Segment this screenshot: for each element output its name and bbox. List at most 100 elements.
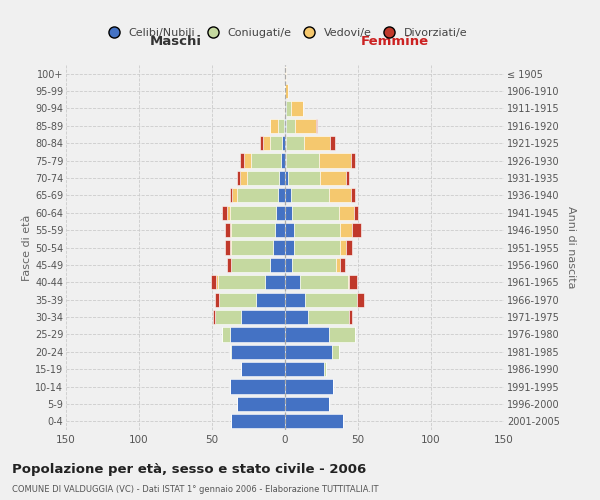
Bar <box>285 154 286 168</box>
Bar <box>350 188 355 202</box>
Bar <box>291 102 302 116</box>
Bar <box>348 275 349 289</box>
Bar <box>284 84 285 98</box>
Bar <box>285 102 286 116</box>
Bar <box>265 275 285 289</box>
Bar <box>332 344 339 359</box>
Bar <box>285 84 288 98</box>
Bar <box>286 102 291 116</box>
Legend: Celibi/Nubili, Coniugati/e, Vedovi/e, Divorziati/e: Celibi/Nubili, Coniugati/e, Vedovi/e, Di… <box>98 23 472 42</box>
Bar <box>218 275 265 289</box>
Y-axis label: Anni di nascita: Anni di nascita <box>566 206 577 289</box>
Bar <box>215 310 241 324</box>
Bar <box>230 206 276 220</box>
Bar <box>284 102 285 116</box>
Bar <box>329 328 355 342</box>
Bar <box>291 188 329 202</box>
Bar <box>240 171 247 185</box>
Bar <box>285 188 291 202</box>
Bar <box>231 240 274 254</box>
Bar <box>284 118 285 133</box>
Bar <box>288 171 320 185</box>
Bar <box>285 380 333 394</box>
Bar <box>285 414 343 428</box>
Bar <box>285 66 286 81</box>
Bar <box>256 292 285 307</box>
Bar <box>241 310 285 324</box>
Bar <box>299 275 348 289</box>
Bar <box>305 292 356 307</box>
Bar <box>230 344 231 359</box>
Bar <box>237 397 285 411</box>
Bar <box>336 258 340 272</box>
Bar <box>320 171 346 185</box>
Bar <box>286 154 319 168</box>
Text: Popolazione per età, sesso e stato civile - 2006: Popolazione per età, sesso e stato civil… <box>12 462 366 475</box>
Bar <box>230 188 232 202</box>
Bar <box>349 310 352 324</box>
Bar <box>285 206 292 220</box>
Bar <box>231 258 271 272</box>
Bar <box>230 240 231 254</box>
Bar <box>285 171 288 185</box>
Bar <box>225 240 230 254</box>
Bar <box>247 171 279 185</box>
Bar <box>232 188 237 202</box>
Bar <box>339 206 353 220</box>
Bar <box>237 171 240 185</box>
Bar <box>230 328 285 342</box>
Bar <box>230 223 231 237</box>
Bar <box>285 275 299 289</box>
Bar <box>285 258 292 272</box>
Bar <box>285 328 329 342</box>
Bar <box>285 362 325 376</box>
Bar <box>260 136 263 150</box>
Bar <box>304 136 330 150</box>
Bar <box>271 136 282 150</box>
Bar <box>352 223 361 237</box>
Bar <box>316 118 317 133</box>
Bar <box>285 223 294 237</box>
Bar <box>294 240 340 254</box>
Bar <box>285 240 294 254</box>
Bar <box>340 223 352 237</box>
Bar <box>215 292 220 307</box>
Bar <box>278 118 284 133</box>
Bar <box>241 362 285 376</box>
Bar <box>276 206 285 220</box>
Bar <box>330 136 335 150</box>
Bar <box>281 154 285 168</box>
Text: COMUNE DI VALDUGGIA (VC) - Dati ISTAT 1° gennaio 2006 - Elaborazione TUTTITALIA.: COMUNE DI VALDUGGIA (VC) - Dati ISTAT 1°… <box>12 485 379 494</box>
Bar <box>319 154 350 168</box>
Bar <box>237 188 278 202</box>
Bar <box>211 275 217 289</box>
Bar <box>240 154 244 168</box>
Bar <box>285 310 308 324</box>
Bar <box>231 223 275 237</box>
Bar <box>263 136 271 150</box>
Bar <box>292 258 336 272</box>
Bar <box>350 154 355 168</box>
Bar <box>231 344 285 359</box>
Bar <box>286 118 295 133</box>
Bar <box>285 136 286 150</box>
Bar <box>278 188 285 202</box>
Bar <box>271 258 285 272</box>
Y-axis label: Fasce di età: Fasce di età <box>22 214 32 280</box>
Bar <box>285 397 329 411</box>
Bar <box>294 223 340 237</box>
Text: Maschi: Maschi <box>149 34 202 48</box>
Bar <box>308 310 349 324</box>
Bar <box>285 344 332 359</box>
Bar <box>325 362 326 376</box>
Bar <box>349 275 356 289</box>
Bar <box>356 292 364 307</box>
Bar <box>340 240 346 254</box>
Bar <box>220 292 256 307</box>
Bar <box>329 188 350 202</box>
Bar <box>274 240 285 254</box>
Bar <box>346 240 352 254</box>
Text: Femmine: Femmine <box>361 34 428 48</box>
Bar <box>353 206 358 220</box>
Bar <box>227 258 231 272</box>
